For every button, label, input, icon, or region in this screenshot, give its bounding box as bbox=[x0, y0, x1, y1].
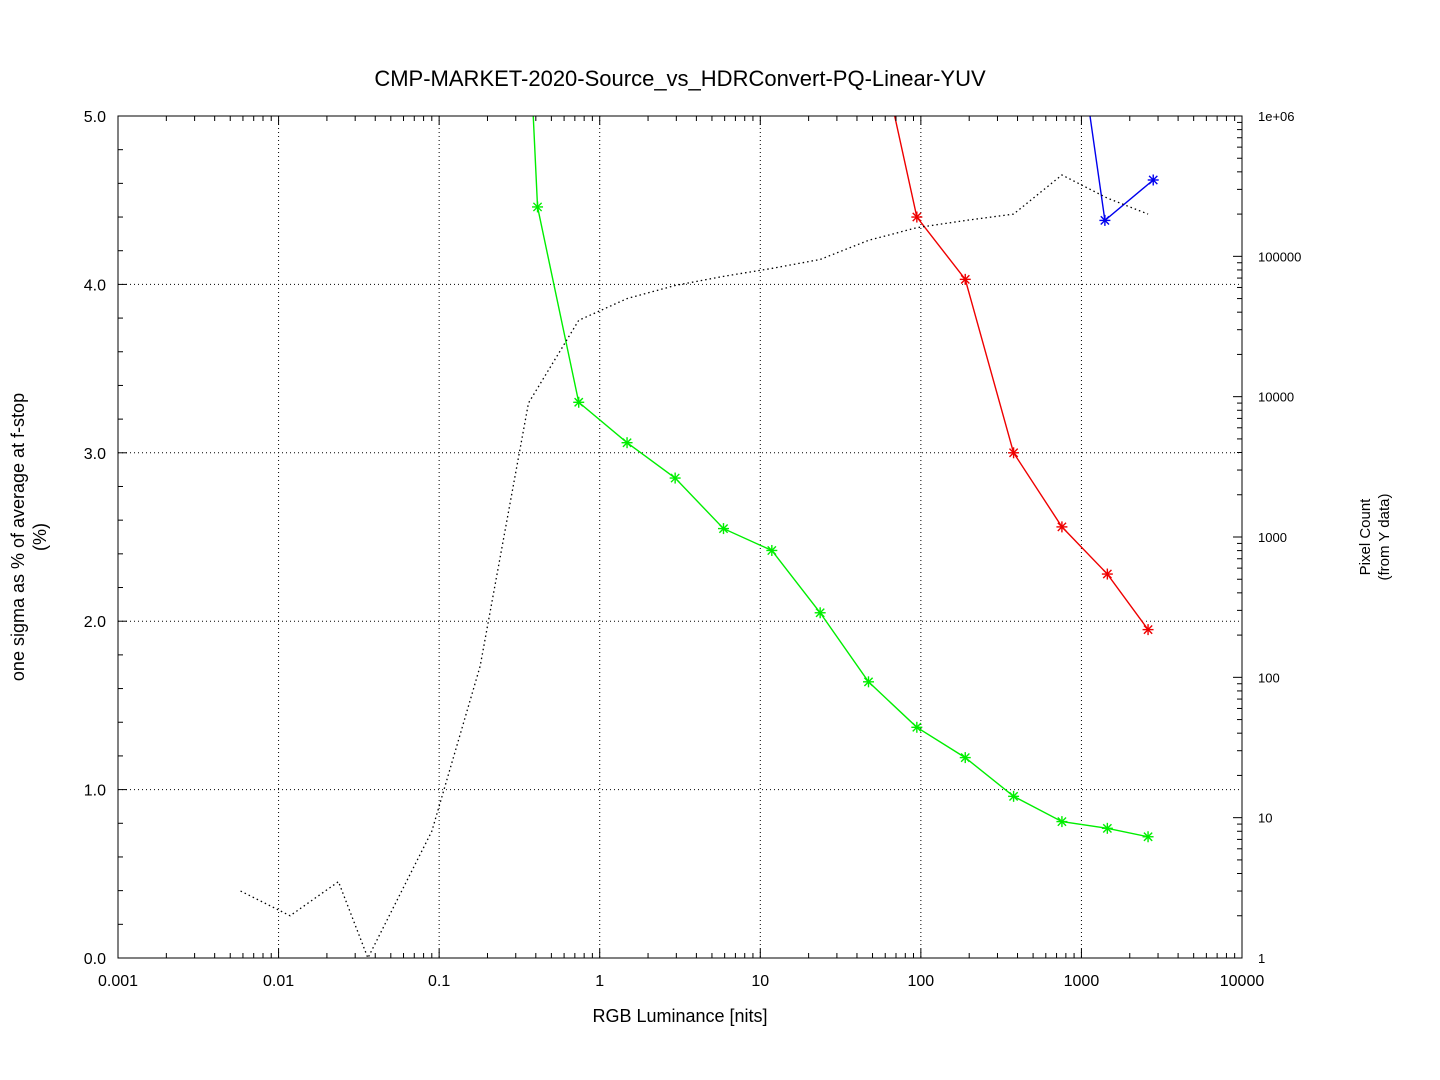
data-point-series-1 bbox=[669, 472, 681, 484]
data-point-series-2 bbox=[1101, 568, 1113, 580]
data-point-series-1 bbox=[911, 721, 923, 733]
data-point-series-1 bbox=[1101, 822, 1113, 834]
series-line-4 bbox=[240, 174, 1149, 958]
y2-tick-label: 10 bbox=[1258, 811, 1272, 826]
y-tick-label: 1.0 bbox=[84, 783, 106, 800]
y-axis-label: one sigma as % of average at f-stop bbox=[8, 393, 28, 681]
x-tick-label: 1000 bbox=[1064, 973, 1100, 990]
x-tick-label: 0.001 bbox=[98, 973, 138, 990]
x-tick-label: 100 bbox=[908, 973, 935, 990]
data-point-series-1 bbox=[532, 201, 544, 213]
x-axis-label: RGB Luminance [nits] bbox=[592, 1006, 767, 1026]
data-point-series-2 bbox=[1008, 447, 1020, 459]
data-point-series-3 bbox=[1099, 214, 1111, 226]
data-point-series-2 bbox=[911, 211, 923, 223]
y2-tick-label: 1000 bbox=[1258, 530, 1287, 545]
data-point-series-1 bbox=[1142, 831, 1154, 843]
y2-tick-label: 1 bbox=[1258, 951, 1265, 966]
data-point-series-1 bbox=[814, 607, 826, 619]
data-point-series-1 bbox=[1008, 790, 1020, 802]
chart-title: CMP-MARKET-2020-Source_vs_HDRConvert-PQ-… bbox=[374, 66, 986, 91]
data-point-series-1 bbox=[766, 544, 778, 556]
y-tick-label: 4.0 bbox=[84, 277, 106, 294]
data-point-series-1 bbox=[573, 396, 585, 408]
x-tick-label: 10 bbox=[751, 973, 769, 990]
series-lines bbox=[240, 116, 1159, 958]
y2-axis-label: Pixel Count bbox=[1357, 498, 1374, 576]
series-line-3 bbox=[1089, 116, 1154, 222]
y2-tick-label: 10000 bbox=[1258, 390, 1294, 405]
data-point-series-1 bbox=[621, 437, 633, 449]
data-point-series-3 bbox=[1147, 174, 1159, 186]
data-point-series-2 bbox=[1142, 624, 1154, 636]
y-tick-label: 3.0 bbox=[84, 446, 106, 463]
data-point-series-1 bbox=[1056, 816, 1068, 828]
series-line-2 bbox=[893, 116, 1149, 631]
data-point-series-1 bbox=[863, 676, 875, 688]
y-tick-label: 0.0 bbox=[84, 951, 106, 968]
x-tick-label: 10000 bbox=[1220, 973, 1265, 990]
y2-axis-sub-label: (from Y data) bbox=[1376, 494, 1393, 581]
plot-frame bbox=[117, 115, 1243, 959]
series-line-1 bbox=[532, 116, 1149, 838]
data-point-series-1 bbox=[717, 523, 729, 535]
y2-tick-label: 100000 bbox=[1258, 249, 1301, 264]
x-tick-label: 0.01 bbox=[263, 973, 294, 990]
x-tick-label: 1 bbox=[595, 973, 604, 990]
axis-ticks: 0.001 0.01 0.1 1 10 100 1000 10000 0.0 1.0 2.0 3.0 4… bbox=[84, 109, 1302, 990]
y2-tick-label: 100 bbox=[1258, 670, 1280, 685]
data-point-series-1 bbox=[959, 752, 971, 764]
y-tick-label: 2.0 bbox=[84, 614, 106, 631]
y2-tick-label: 1e+06 bbox=[1258, 109, 1295, 124]
y-tick-label: 5.0 bbox=[84, 109, 106, 126]
data-point-series-2 bbox=[1056, 521, 1068, 533]
y-axis-unit-label: (%) bbox=[30, 523, 50, 551]
x-tick-label: 0.1 bbox=[428, 973, 450, 990]
data-point-series-2 bbox=[959, 273, 971, 285]
grid-lines bbox=[118, 116, 1242, 958]
